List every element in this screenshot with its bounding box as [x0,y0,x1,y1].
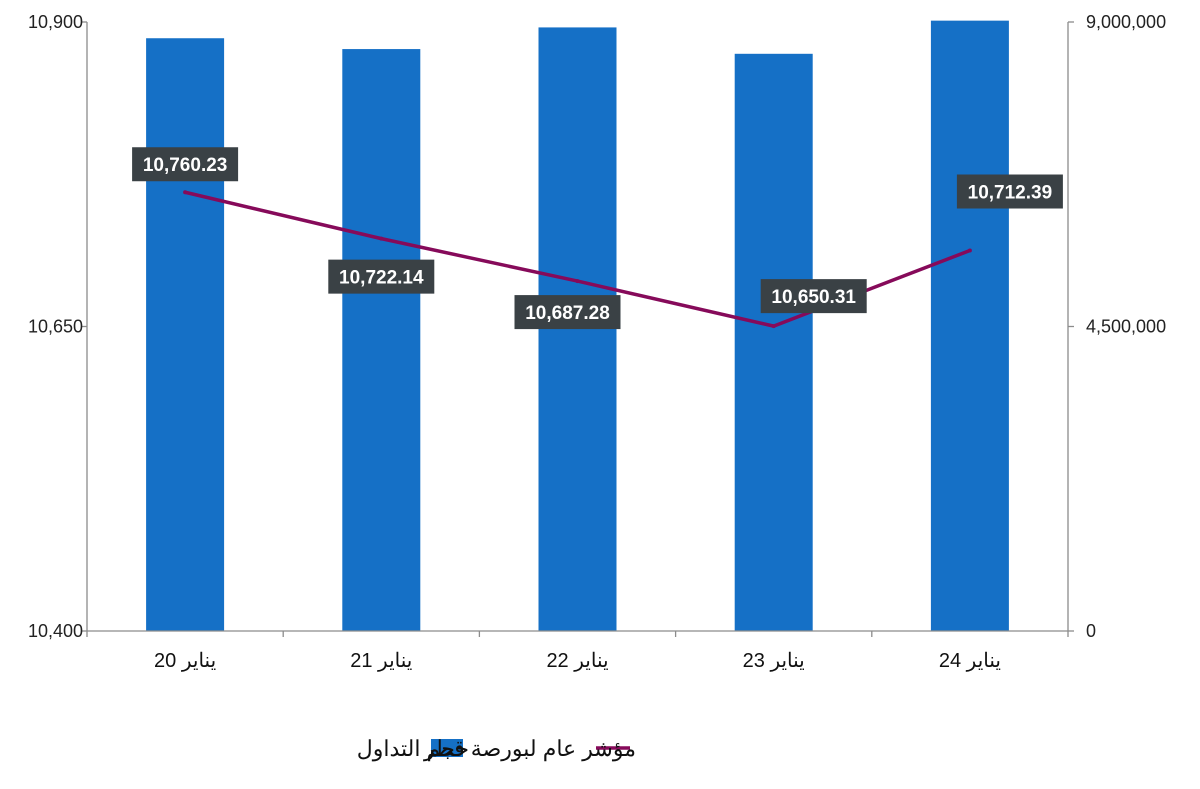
line-point [771,324,776,329]
left-axis-tick-label: 10,650 [28,317,83,337]
x-axis-category-label: 20 يناير [154,650,216,672]
data-label-box [132,147,239,182]
right-axis-tick-label: 4,500,000 [1086,317,1166,337]
data-labels-layer: 10,760.23 10,722.14 10,687.28 10,650.31 10,7… [132,147,1063,330]
x-axis-category-label: 24 يناير [939,650,1001,672]
left-axis-tick-label: 10,900 [28,12,83,32]
legend-label-line: مؤشر عام لبورصة قطر [423,736,636,762]
data-label-box [760,279,867,314]
data-label-box [514,295,621,330]
bars-layer [146,20,1009,632]
line-point [379,236,384,241]
left-axis-tick-label: 10,400 [28,621,83,641]
bar-trading-volume [342,49,421,632]
bar-trading-volume [734,53,813,631]
bar-trading-volume [146,38,225,632]
data-label-value: 10,722.14 [339,268,424,289]
data-label-value: 10,760.23 [143,155,228,176]
bar-trading-volume [538,27,617,632]
x-axis-category-label: 21 يناير [350,650,412,672]
data-label-value: 10,712.39 [968,183,1053,204]
data-label-value: 10,687.28 [525,303,610,324]
legend-label-bar: حجم التداول [357,736,469,762]
right-axis-tick-label: 9,000,000 [1086,12,1166,32]
data-label-box [328,259,435,294]
ticks-layer: 10,400 10,650 10,900 0 4,500,000 9,000,000 20 … [28,12,1166,672]
x-axis-category-label: 23 يناير [743,650,805,672]
legend: حجم التداول مؤشر عام لبورصة قطر [357,736,636,762]
x-axis-category-label: 22 يناير [546,650,608,672]
line-point [575,279,580,284]
data-label-value: 10,650.31 [771,287,856,308]
bar-trading-volume [930,20,1009,631]
line-point [967,248,972,253]
data-label-box [956,174,1063,209]
legend-swatch-bar [431,739,463,757]
right-axis-tick-label: 0 [1086,621,1096,641]
line-point [183,190,188,195]
